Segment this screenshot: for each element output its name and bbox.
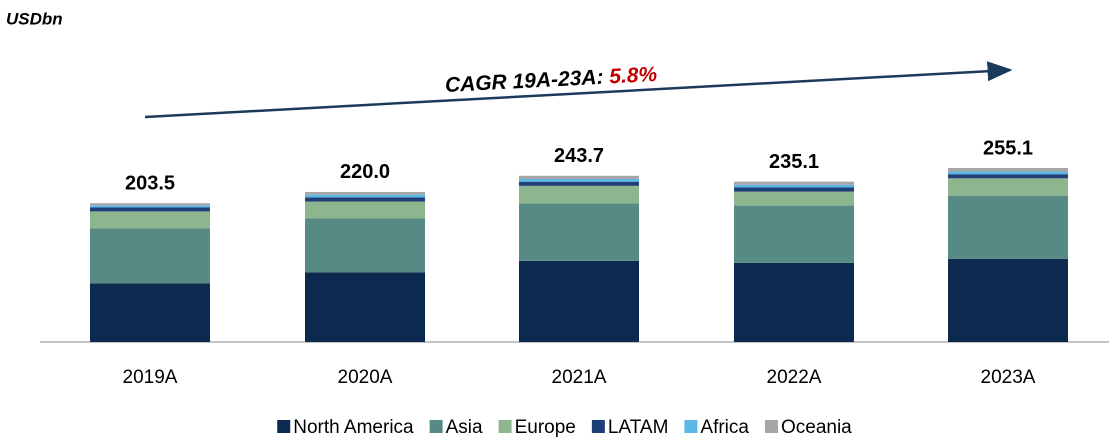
legend-label: Oceania [781, 417, 852, 438]
bar-segment [90, 203, 210, 206]
bar-segment [90, 211, 210, 229]
bar-segment [948, 174, 1068, 179]
bar-segment [90, 205, 210, 208]
bar-segment [90, 207, 210, 212]
bar-segment [734, 181, 854, 185]
bar-segment [948, 178, 1068, 197]
cagr-label: CAGR 19A-23A: [444, 65, 604, 96]
total-label: 243.7 [554, 145, 604, 167]
bar-segment [90, 228, 210, 284]
bar-segment [305, 201, 425, 219]
legend-swatch [684, 420, 698, 433]
bar-segment [305, 272, 425, 342]
bar-segment [948, 171, 1068, 175]
legend-swatch [429, 420, 443, 433]
total-label: 255.1 [983, 137, 1033, 159]
bar-segment [948, 168, 1068, 172]
legend-swatch [764, 420, 778, 433]
legend-swatch [277, 420, 291, 433]
legend-label: Africa [700, 417, 749, 438]
bar-segment [519, 260, 639, 342]
x-tick-label: 2020A [338, 367, 393, 388]
legend-label: North America [293, 417, 414, 438]
legend-label: Asia [446, 417, 483, 438]
legend-swatch [498, 420, 512, 433]
x-tick-label: 2023A [981, 367, 1036, 388]
chart-title: USDbn [6, 9, 63, 28]
bar-segment [948, 196, 1068, 259]
cagr-arrow [144, 61, 1013, 119]
legend-swatch [591, 420, 605, 433]
cagr-value: 5.8% [609, 62, 658, 87]
bar-segment [305, 218, 425, 273]
bar-segment [519, 203, 639, 261]
x-tick-label: 2022A [767, 367, 822, 388]
total-label: 235.1 [769, 151, 819, 173]
bar-segment [734, 191, 854, 206]
legend-label: Europe [515, 417, 576, 438]
total-label: 203.5 [125, 172, 175, 194]
bar-segment [305, 194, 425, 198]
bar-segment [305, 191, 425, 195]
bar-segment [948, 258, 1068, 342]
bar-segment [519, 175, 639, 179]
legend: North America Asia Europe LATAM Africa Oceani… [277, 417, 852, 438]
bar-segment [519, 185, 639, 204]
bar-segment [90, 283, 210, 342]
total-label: 220.0 [340, 161, 390, 183]
bar-segment [519, 178, 639, 182]
bar-segment [734, 184, 854, 188]
x-tick-label: 2019A [123, 367, 178, 388]
x-tick-label: 2021A [552, 367, 607, 388]
legend-label: LATAM [608, 417, 669, 438]
bar-segment [734, 187, 854, 192]
bar-segment [519, 181, 639, 186]
bar-segment [734, 205, 854, 263]
bar-segment [734, 262, 854, 342]
bar-segment [305, 197, 425, 202]
